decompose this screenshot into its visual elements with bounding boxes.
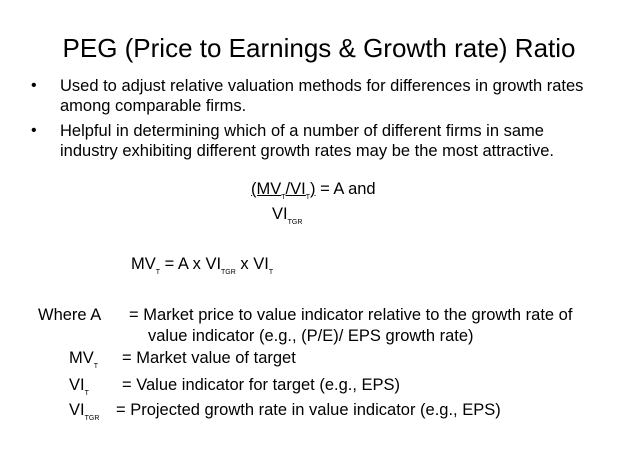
- formula-ratio-numerator: (MVT/VIT) = A and: [251, 179, 376, 203]
- def-vitgr-text: VI: [69, 401, 85, 419]
- formula2-mv: MV: [131, 255, 156, 273]
- def-a-line2: value indicator (e.g., (P/E)/ EPS growth…: [148, 327, 474, 345]
- ratio-close: ): [310, 180, 316, 198]
- def-vi-label: VIT: [69, 375, 89, 399]
- formula2-tgr-sub: TGR: [221, 269, 236, 276]
- bullet-dot-icon: •: [31, 77, 37, 94]
- def-vitgr-label: VITGR: [69, 400, 99, 424]
- def-mv-sub: T: [93, 363, 99, 370]
- ratio-open: (MV: [251, 180, 282, 198]
- formula2-x: x VI: [235, 255, 269, 273]
- formula-ratio-denominator: VITGR: [272, 204, 302, 228]
- def-mv-label: MVT: [69, 348, 98, 372]
- def-vi-desc: = Value indicator for target (e.g., EPS): [122, 376, 401, 394]
- bullet-item: • Helpful in determining which of a numb…: [28, 121, 628, 161]
- bullet-dot-icon: •: [31, 122, 37, 139]
- ratio-sub-mv: T: [281, 194, 286, 201]
- ratio-sub-vi: T: [305, 194, 310, 201]
- bullet-text-line1: Helpful in determining which of a number…: [60, 122, 544, 140]
- ratio-fraction: (MVT/VIT): [251, 180, 316, 201]
- ratio-slash-vi: /VI: [285, 180, 306, 198]
- ratio-rhs: = A and: [315, 180, 376, 198]
- formula2-vi-sub: T: [268, 269, 274, 276]
- def-vi-sub: T: [84, 390, 89, 397]
- bullet-text-line2: industry exhibiting different growth rat…: [60, 142, 555, 160]
- denominator-vi: VI: [272, 205, 288, 223]
- formula2-mv-sub: T: [155, 269, 161, 276]
- def-vitgr-sub: TGR: [84, 415, 100, 422]
- def-vi-text: VI: [69, 376, 85, 394]
- bullet-item: • Used to adjust relative valuation meth…: [28, 76, 628, 116]
- formula-mv: MVT = A x VITGR x VIT: [131, 254, 273, 278]
- def-a-label: Where A: [38, 306, 102, 324]
- def-vitgr-desc: = Projected growth rate in value indicat…: [116, 401, 501, 419]
- formula2-eq: = A x VI: [160, 255, 222, 273]
- bullet-text-line1: Used to adjust relative valuation method…: [60, 77, 584, 95]
- bullet-list: • Used to adjust relative valuation meth…: [28, 76, 628, 166]
- def-a-line1: = Market price to value indicator relati…: [129, 306, 573, 324]
- bullet-text-line2: among comparable firms.: [60, 97, 247, 115]
- denominator-sub-tgr: TGR: [287, 219, 303, 226]
- slide-title: PEG (Price to Earnings & Growth rate) Ra…: [62, 33, 576, 63]
- def-mv-desc: = Market value of target: [122, 349, 296, 367]
- def-mv-text: MV: [69, 349, 94, 367]
